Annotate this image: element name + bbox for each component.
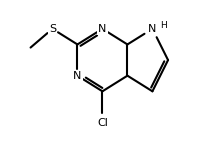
Text: N: N <box>98 24 107 34</box>
Text: N: N <box>73 71 82 81</box>
Text: S: S <box>49 24 56 34</box>
Text: H: H <box>160 21 167 30</box>
Text: Cl: Cl <box>97 118 108 128</box>
Text: N: N <box>148 24 157 34</box>
